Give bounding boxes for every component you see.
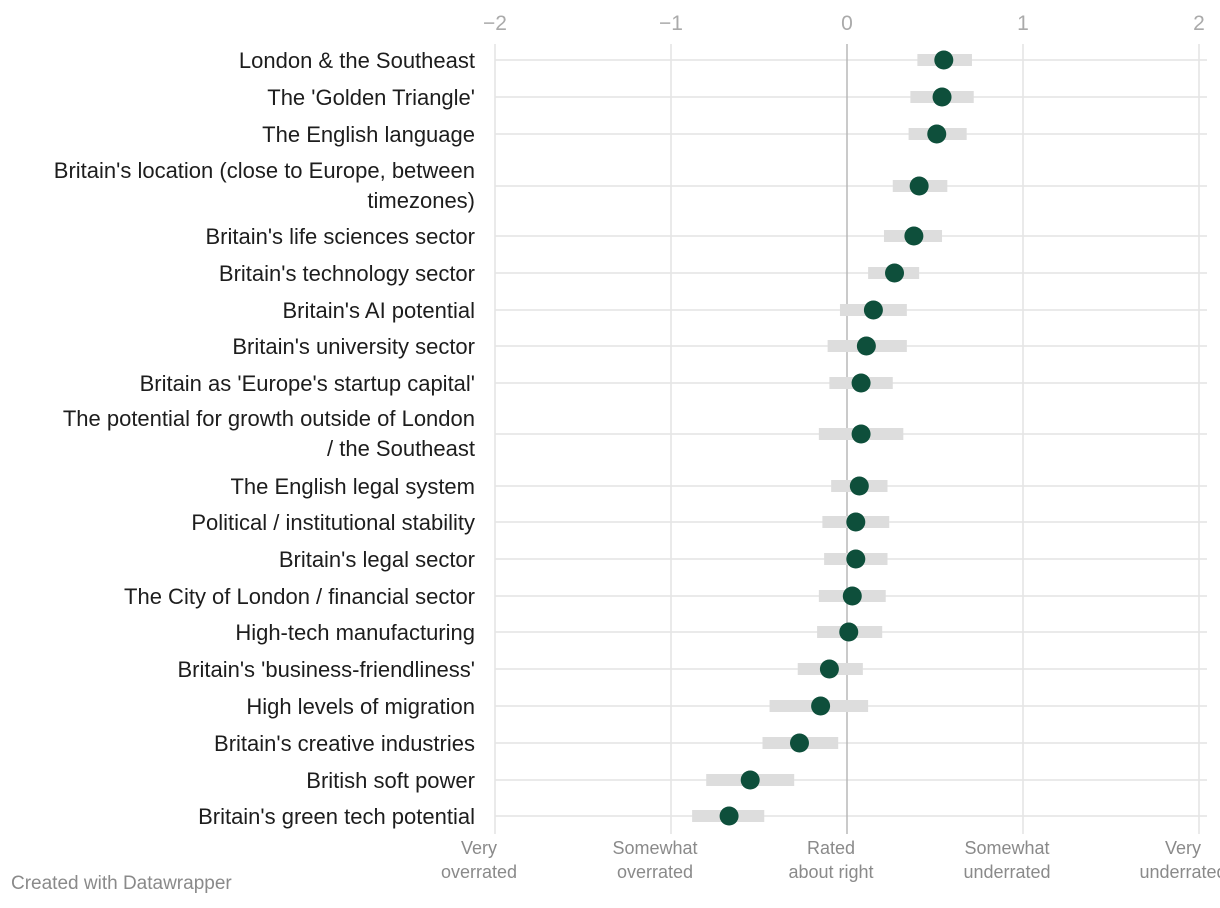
- row-label: / the Southeast: [327, 436, 475, 461]
- x-category-label-line: Somewhat: [612, 838, 697, 858]
- x-category-label: Rated about right: [788, 838, 873, 882]
- x-tick-label: −1: [659, 12, 683, 35]
- chart-row: The English legal system: [230, 474, 888, 499]
- row-label: Britain's university sector: [232, 334, 475, 359]
- chart-row: Political / institutional stability: [191, 510, 890, 535]
- data-point[interactable]: [811, 696, 831, 716]
- x-category-label-line: about right: [788, 862, 873, 882]
- data-point[interactable]: [849, 476, 869, 496]
- chart-row: High levels of migration: [246, 694, 869, 719]
- data-point[interactable]: [819, 659, 839, 679]
- chart-row: Britain's technology sector: [219, 261, 920, 286]
- row-label: Britain's AI potential: [282, 298, 475, 323]
- row-label: Britain's technology sector: [219, 261, 475, 286]
- data-point[interactable]: [851, 424, 871, 444]
- data-point[interactable]: [932, 87, 952, 107]
- row-label: Britain's green tech potential: [198, 804, 475, 829]
- chart-row: Britain's AI potential: [282, 298, 907, 323]
- x-category-label: Very underrated: [1139, 838, 1220, 882]
- chart-row: The 'Golden Triangle': [267, 85, 974, 110]
- data-point[interactable]: [909, 176, 929, 196]
- data-point[interactable]: [927, 124, 947, 144]
- row-label: Britain as 'Europe's startup capital': [140, 371, 475, 396]
- chart-row: Britain's location (close to Europe, bet…: [54, 158, 948, 213]
- row-label: The City of London / financial sector: [124, 584, 475, 609]
- chart-row: The City of London / financial sector: [124, 584, 886, 609]
- row-label: Political / institutional stability: [191, 510, 475, 535]
- chart-row: British soft power: [306, 768, 795, 793]
- datawrapper-credit[interactable]: Created with Datawrapper: [11, 873, 232, 894]
- x-tick-label: 0: [841, 12, 853, 35]
- row-label: The English legal system: [230, 474, 475, 499]
- x-category-label: Somewhat overrated: [612, 838, 697, 882]
- x-category-label-line: Rated: [807, 838, 855, 858]
- data-point[interactable]: [904, 226, 924, 246]
- row-label: Britain's creative industries: [214, 731, 475, 756]
- data-point[interactable]: [846, 512, 866, 532]
- data-point[interactable]: [863, 300, 883, 320]
- data-point[interactable]: [719, 806, 739, 826]
- chart-row: High-tech manufacturing: [235, 620, 883, 645]
- row-label: Britain's legal sector: [279, 547, 475, 572]
- chart-row: The potential for growth outside of Lond…: [63, 406, 904, 461]
- data-point[interactable]: [740, 770, 760, 790]
- chart-row: Britain's university sector: [232, 334, 907, 359]
- row-label: London & the Southeast: [239, 48, 475, 73]
- row-label: High-tech manufacturing: [235, 620, 475, 645]
- row-label: British soft power: [306, 768, 475, 793]
- chart-row: Britain's creative industries: [214, 731, 839, 756]
- row-label: The potential for growth outside of Lond…: [63, 406, 475, 431]
- x-category-label-line: Very: [461, 838, 497, 858]
- x-tick-label: 2: [1193, 12, 1205, 35]
- x-axis-tick-labels: −2 −1 0 1 2: [483, 12, 1205, 35]
- data-point[interactable]: [934, 50, 954, 70]
- x-tick-label: −2: [483, 12, 507, 35]
- row-label: High levels of migration: [246, 694, 475, 719]
- data-point[interactable]: [885, 263, 905, 283]
- data-point[interactable]: [839, 622, 859, 642]
- chart-rows: London & the Southeast The 'Golden Triang…: [54, 48, 974, 829]
- x-category-label-line: underrated: [1139, 862, 1220, 882]
- x-axis-category-labels: Very overrated Somewhat overrated Rated about…: [441, 838, 1220, 882]
- x-category-label-line: Very: [1165, 838, 1201, 858]
- data-point[interactable]: [842, 586, 862, 606]
- x-category-label-line: Somewhat: [964, 838, 1049, 858]
- row-label: Britain's location (close to Europe, bet…: [54, 158, 475, 183]
- x-category-label: Somewhat underrated: [963, 838, 1050, 882]
- chart-row: Britain's life sciences sector: [205, 224, 943, 249]
- row-label: Britain's 'business-friendliness': [177, 657, 475, 682]
- row-label: Britain's life sciences sector: [205, 224, 475, 249]
- row-label: The 'Golden Triangle': [267, 85, 475, 110]
- data-point[interactable]: [856, 336, 876, 356]
- x-tick-label: 1: [1017, 12, 1029, 35]
- data-point[interactable]: [789, 733, 809, 753]
- chart-row: Britain's green tech potential: [198, 804, 765, 829]
- chart-row: Britain's 'business-friendliness': [177, 657, 863, 682]
- data-point[interactable]: [846, 549, 866, 569]
- row-label: timezones): [367, 188, 475, 213]
- x-category-label-line: overrated: [617, 862, 693, 882]
- data-point[interactable]: [851, 373, 871, 393]
- row-label: The English language: [262, 122, 475, 147]
- chart-row: Britain as 'Europe's startup capital': [140, 371, 893, 396]
- x-category-label-line: underrated: [963, 862, 1050, 882]
- chart-row: The English language: [262, 122, 967, 147]
- chart-row: Britain's legal sector: [279, 547, 888, 572]
- x-category-label: Very overrated: [441, 838, 517, 882]
- x-category-label-line: overrated: [441, 862, 517, 882]
- chart-row: London & the Southeast: [239, 48, 972, 73]
